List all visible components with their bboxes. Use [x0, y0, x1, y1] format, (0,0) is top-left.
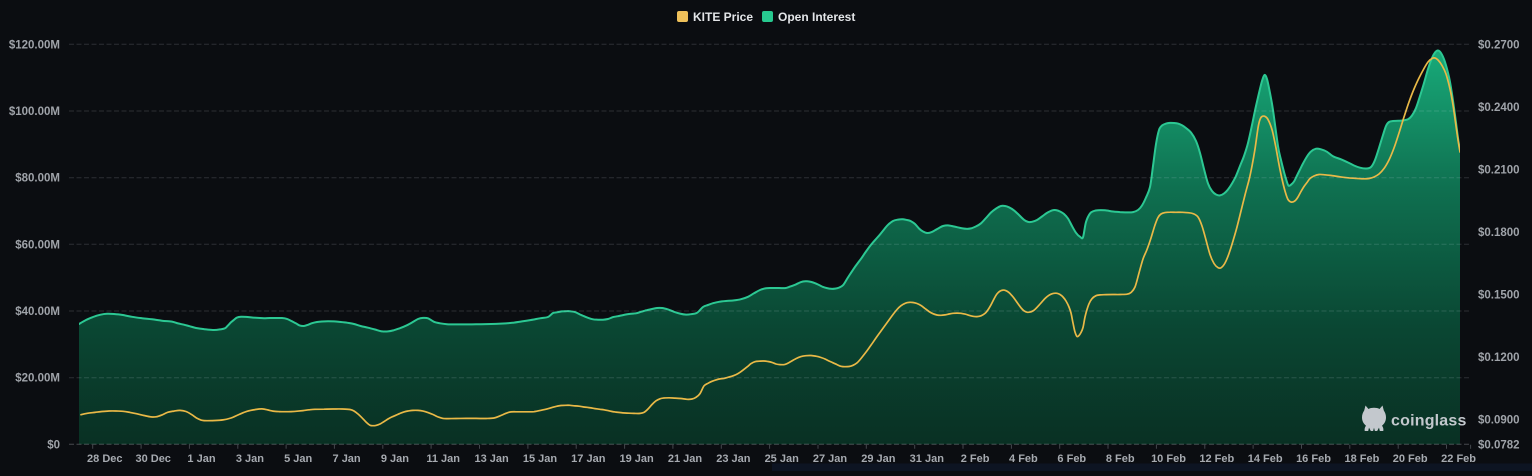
svg-text:$20.00M: $20.00M [15, 373, 60, 385]
svg-text:21 Jan: 21 Jan [668, 453, 703, 465]
svg-text:4 Feb: 4 Feb [1009, 453, 1038, 465]
svg-text:16 Feb: 16 Feb [1296, 453, 1331, 465]
svg-text:28 Dec: 28 Dec [87, 453, 122, 465]
svg-text:25 Jan: 25 Jan [765, 453, 800, 465]
svg-text:$0.0900: $0.0900 [1478, 415, 1520, 427]
svg-text:23 Jan: 23 Jan [716, 453, 751, 465]
svg-text:$120.00M: $120.00M [9, 39, 60, 51]
svg-text:7 Jan: 7 Jan [333, 453, 361, 465]
svg-text:$0.2100: $0.2100 [1478, 165, 1520, 177]
svg-text:$40.00M: $40.00M [15, 306, 60, 318]
svg-text:8 Feb: 8 Feb [1106, 453, 1135, 465]
svg-text:29 Jan: 29 Jan [861, 453, 896, 465]
svg-text:coinglass: coinglass [1391, 413, 1467, 430]
svg-text:11 Jan: 11 Jan [426, 453, 460, 465]
svg-text:$0.2400: $0.2400 [1478, 102, 1520, 114]
svg-text:3 Jan: 3 Jan [236, 453, 264, 465]
svg-text:12 Feb: 12 Feb [1199, 453, 1234, 465]
svg-text:18 Feb: 18 Feb [1344, 453, 1379, 465]
svg-text:KITE Price: KITE Price [693, 10, 753, 24]
svg-text:$0.0782: $0.0782 [1478, 439, 1520, 451]
svg-text:15 Jan: 15 Jan [523, 453, 558, 465]
svg-text:19 Jan: 19 Jan [619, 453, 654, 465]
svg-text:17 Jan: 17 Jan [571, 453, 606, 465]
svg-text:14 Feb: 14 Feb [1248, 453, 1283, 465]
svg-text:$100.00M: $100.00M [9, 106, 60, 118]
svg-text:$60.00M: $60.00M [15, 239, 60, 251]
svg-text:13 Jan: 13 Jan [474, 453, 509, 465]
svg-text:$0.2700: $0.2700 [1478, 39, 1520, 51]
svg-text:10 Feb: 10 Feb [1151, 453, 1186, 465]
svg-text:22 Feb: 22 Feb [1441, 453, 1476, 465]
svg-text:6 Feb: 6 Feb [1057, 453, 1086, 465]
svg-text:Open Interest: Open Interest [778, 10, 855, 24]
svg-text:$0.1800: $0.1800 [1478, 227, 1520, 239]
svg-text:$0: $0 [47, 439, 60, 451]
svg-text:$0.1200: $0.1200 [1478, 352, 1520, 364]
svg-text:5 Jan: 5 Jan [284, 453, 312, 465]
svg-text:$80.00M: $80.00M [15, 173, 60, 185]
svg-text:20 Feb: 20 Feb [1393, 453, 1428, 465]
svg-text:1 Jan: 1 Jan [187, 453, 215, 465]
svg-text:27 Jan: 27 Jan [813, 453, 848, 465]
svg-text:9 Jan: 9 Jan [381, 453, 409, 465]
svg-text:$0.1500: $0.1500 [1478, 290, 1520, 302]
svg-text:30 Dec: 30 Dec [135, 453, 170, 465]
svg-text:2 Feb: 2 Feb [961, 453, 990, 465]
svg-text:31 Jan: 31 Jan [910, 453, 945, 465]
